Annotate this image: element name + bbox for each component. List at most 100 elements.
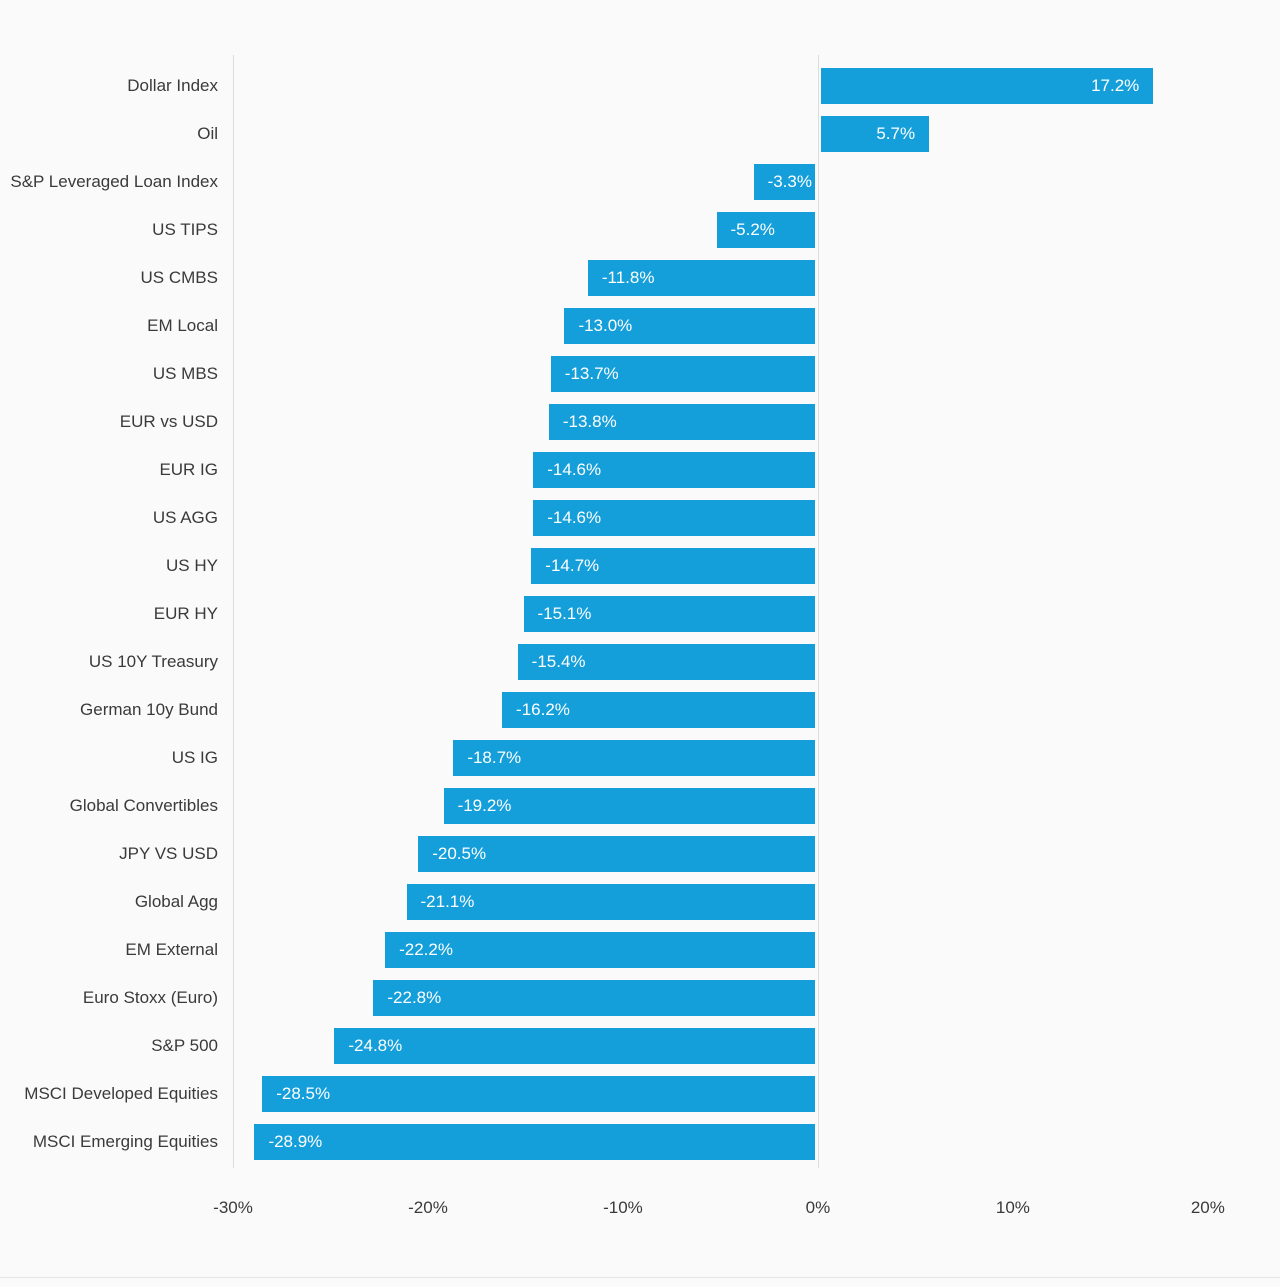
value-label: -13.7% (564, 364, 619, 383)
value-label: 5.7% (876, 124, 916, 143)
plot-area: -22.2% (233, 926, 1280, 974)
value-label: -13.0% (578, 316, 633, 335)
bar-row: MSCI Developed Equities -28.5% (0, 1070, 1280, 1118)
bar-row: US HY -14.7% (0, 542, 1280, 590)
value-bar: -18.7% (453, 740, 815, 776)
category-label: US MBS (152, 364, 218, 383)
value-bar: -28.9% (254, 1124, 815, 1160)
value-label: -22.8% (387, 988, 442, 1007)
category-label: EUR IG (159, 460, 218, 479)
bar-row: EM External -22.2% (0, 926, 1280, 974)
value-bar: -13.8% (548, 404, 815, 440)
value-label: -11.8% (601, 268, 655, 287)
value-bar: -3.3% (753, 164, 815, 200)
value-label: -15.4% (531, 652, 586, 671)
bar-row: S&P Leveraged Loan Index -3.3% (0, 158, 1280, 206)
plot-area: -28.5% (233, 1070, 1280, 1118)
category-label: EM External (125, 940, 218, 959)
category-label: MSCI Developed Equities (24, 1084, 218, 1103)
bar-row: US AGG -14.6% (0, 494, 1280, 542)
value-bar: -13.7% (550, 356, 815, 392)
category-label: US 10Y Treasury (88, 652, 218, 671)
value-label: -15.1% (537, 604, 592, 623)
plot-area: -5.2% (233, 206, 1280, 254)
category-label: S&P Leveraged Loan Index (10, 172, 218, 191)
category-label: Euro Stoxx (Euro) (82, 988, 218, 1007)
bar-row: Dollar Index 17.2% (0, 62, 1280, 110)
value-label: -3.3% (767, 172, 812, 191)
value-label: -28.9% (268, 1132, 323, 1151)
x-axis-tick-label: -10% (603, 1198, 643, 1217)
bar-row: US IG -18.7% (0, 734, 1280, 782)
category-label: US IG (171, 748, 218, 767)
value-bar: -11.8% (587, 260, 815, 296)
category-label: US CMBS (140, 268, 218, 287)
plot-area: -13.7% (233, 350, 1280, 398)
value-label: -19.2% (457, 796, 512, 815)
plot-area: -13.8% (233, 398, 1280, 446)
plot-area: -15.1% (233, 590, 1280, 638)
category-label: German 10y Bund (80, 700, 218, 719)
value-label: -28.5% (276, 1084, 331, 1103)
value-bar: -15.1% (523, 596, 815, 632)
category-label: US HY (166, 556, 218, 575)
value-bar: -15.4% (517, 644, 815, 680)
category-label: Oil (197, 124, 218, 143)
value-label: -18.7% (467, 748, 522, 767)
bar-row: US MBS -13.7% (0, 350, 1280, 398)
category-label: MSCI Emerging Equities (32, 1132, 218, 1151)
value-label: -16.2% (516, 700, 570, 719)
plot-area: -14.6% (233, 446, 1280, 494)
bottom-divider (0, 1277, 1280, 1278)
bar-rows: Dollar Index 17.2% Oil 5.7% S&P Leverage… (0, 62, 1280, 1166)
plot-area: -15.4% (233, 638, 1280, 686)
category-label: EUR HY (153, 604, 218, 623)
plot-area: -3.3% (233, 158, 1280, 206)
bar-row: EUR IG -14.6% (0, 446, 1280, 494)
value-bar: -22.2% (385, 932, 815, 968)
x-axis: -30% -20% -10% 0% 10% 20% (213, 1198, 1280, 1224)
value-label: -24.8% (348, 1036, 403, 1055)
plot-area: -13.0% (233, 302, 1280, 350)
plot-area: -21.1% (233, 878, 1280, 926)
plot-area: -20.5% (233, 830, 1280, 878)
bar-row: German 10y Bund -16.2% (0, 686, 1280, 734)
value-label: 17.2% (1091, 76, 1140, 95)
bar-row: EUR HY -15.1% (0, 590, 1280, 638)
value-label: -20.5% (432, 844, 487, 863)
category-label: US AGG (152, 508, 218, 527)
value-bar: -13.0% (564, 308, 815, 344)
bar-row: EUR vs USD -13.8% (0, 398, 1280, 446)
plot-area: -19.2% (233, 782, 1280, 830)
plot-area: -11.8% (233, 254, 1280, 302)
value-bar: 5.7% (820, 116, 930, 152)
value-bar: -22.8% (373, 980, 815, 1016)
category-label: EUR vs USD (119, 412, 218, 431)
value-bar: -14.6% (533, 500, 815, 536)
value-label: -13.8% (562, 412, 617, 431)
value-bar: -24.8% (334, 1028, 815, 1064)
plot-area: -24.8% (233, 1022, 1280, 1070)
value-bar: -14.7% (531, 548, 815, 584)
category-label: US TIPS (152, 220, 218, 239)
value-bar: -16.2% (502, 692, 815, 728)
bar-row: S&P 500 -24.8% (0, 1022, 1280, 1070)
bar-row: Euro Stoxx (Euro) -22.8% (0, 974, 1280, 1022)
x-axis-tick-label: 10% (995, 1198, 1030, 1217)
category-label: JPY VS USD (119, 844, 218, 863)
x-axis-tick-label: -20% (408, 1198, 448, 1217)
plot-area: -16.2% (233, 686, 1280, 734)
value-bar: -21.1% (406, 884, 815, 920)
value-label: -14.6% (547, 508, 602, 527)
value-bar: -20.5% (418, 836, 815, 872)
value-bar: -14.6% (533, 452, 815, 488)
value-label: -5.2% (730, 220, 775, 239)
bar-row: US 10Y Treasury -15.4% (0, 638, 1280, 686)
value-label: -14.6% (547, 460, 602, 479)
bar-row: JPY VS USD -20.5% (0, 830, 1280, 878)
value-label: -22.2% (399, 940, 453, 959)
x-axis-tick-label: -30% (213, 1198, 253, 1217)
plot-area: -14.6% (233, 494, 1280, 542)
bar-row: Global Agg -21.1% (0, 878, 1280, 926)
x-axis-tick-label: 20% (1190, 1198, 1225, 1217)
